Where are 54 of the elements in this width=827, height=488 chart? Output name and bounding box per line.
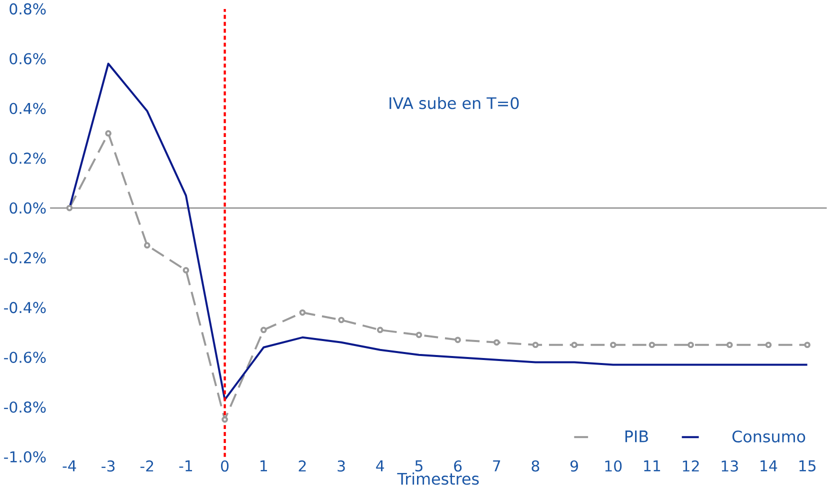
x-tick-label: 7 [493, 460, 500, 472]
x-tick-label: -3 [102, 460, 115, 472]
point [182, 267, 190, 274]
point [493, 339, 500, 346]
x-tick-label: 12 [682, 460, 699, 472]
y-tick-label: -0.6% [4, 352, 46, 363]
x-tick-label: -4 [62, 460, 76, 472]
point [571, 342, 578, 348]
point [416, 332, 422, 338]
x-axis-title: Trimestres [397, 472, 479, 485]
x-tick-label: 11 [644, 460, 660, 472]
legend-label: Consumo [732, 430, 806, 442]
x-tick-label: 14 [760, 460, 778, 472]
x-tick-label: 1 [260, 460, 267, 472]
x-tick-label: 10 [605, 460, 622, 472]
point [260, 326, 267, 334]
x-tick-label: 8 [532, 460, 540, 472]
point [454, 336, 461, 344]
y-tick-label: 0.0% [10, 202, 46, 214]
x-tick-label: 13 [722, 460, 738, 472]
point [376, 326, 384, 334]
y-tick-label: 0.4% [10, 102, 46, 114]
x-tick-label: 15 [799, 460, 816, 472]
x-tick-label: 4 [376, 460, 384, 472]
point [144, 242, 150, 248]
y-tick-label: 0.2% [10, 152, 46, 164]
y-tick-label: 0.8% [10, 3, 46, 15]
point [299, 309, 306, 316]
point [648, 342, 656, 348]
point [726, 342, 733, 348]
legend-label: PIB [625, 430, 648, 442]
x-tick-label: 9 [570, 460, 578, 472]
y-tick-label: -0.8% [4, 401, 46, 413]
y-tick-label: -1.0% [4, 451, 46, 462]
y-tick-label: -0.4% [4, 302, 46, 314]
point [688, 342, 694, 348]
y-tick-label: 0.6% [10, 53, 46, 64]
point [610, 342, 616, 348]
x-tick-label: -2 [140, 460, 154, 472]
point [66, 204, 73, 212]
y-tick-label: -0.2% [4, 252, 46, 264]
x-tick-label: 2 [298, 460, 306, 472]
x-tick-label: 0 [221, 460, 229, 472]
point [765, 342, 772, 348]
point [338, 316, 344, 324]
x-tick-label: 6 [454, 460, 462, 472]
point [804, 342, 810, 348]
x-tick-label: -1 [179, 460, 192, 472]
x-tick-label: 3 [338, 460, 345, 472]
point [222, 416, 228, 423]
point [105, 130, 112, 136]
annotation: IVA sube en T=0 [390, 96, 519, 110]
x-tick-label: 5 [415, 460, 422, 472]
point [532, 342, 539, 348]
